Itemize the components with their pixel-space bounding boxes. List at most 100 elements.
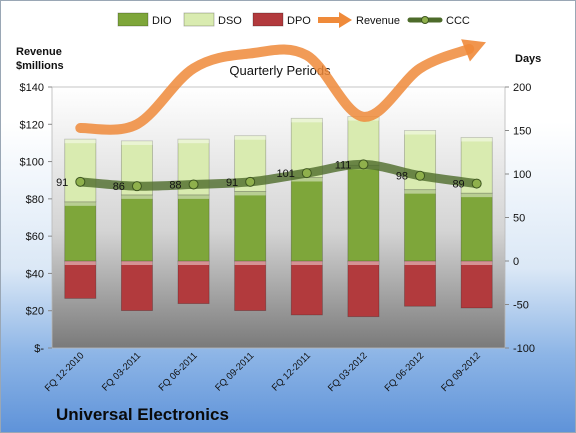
company-name: Universal Electronics — [56, 405, 229, 424]
dso-bar-highlight — [291, 118, 323, 123]
legend-swatch — [252, 12, 284, 27]
dso-bar-highlight — [461, 137, 493, 142]
dio-bar — [120, 194, 153, 262]
ccc-data-label: 111 — [335, 159, 352, 171]
ccc-point — [471, 178, 482, 189]
left-axis-tick-label: $60 — [26, 231, 44, 243]
ccc-data-label: 91 — [56, 177, 68, 189]
legend-label: DSO — [218, 15, 242, 27]
left-axis-title: Revenue — [16, 46, 62, 58]
ccc-data-label: 89 — [452, 179, 464, 191]
dio-bar-highlight — [177, 194, 210, 199]
dso-bar-fill — [347, 116, 380, 166]
ccc-point — [358, 159, 369, 170]
dpo-bar-fill — [177, 260, 210, 305]
category-label: FQ 03-2012 — [326, 350, 370, 394]
left-axis-title: $millions — [16, 60, 64, 72]
dio-bar-fill — [64, 201, 97, 262]
dpo-bar — [120, 260, 153, 311]
ccc-point — [188, 179, 199, 190]
ccc-point — [131, 181, 142, 192]
dio-bar — [290, 177, 323, 262]
dso-bar-fill — [64, 138, 97, 203]
dio-bar-fill — [234, 190, 267, 262]
dso-bar — [347, 116, 380, 166]
dio-bar-fill — [404, 189, 437, 262]
dio-bar — [347, 164, 380, 262]
category-label: FQ 12-2011 — [270, 350, 313, 393]
legend-swatch — [117, 12, 149, 27]
legend-label: Revenue — [356, 15, 400, 27]
ccc-data-label: 101 — [276, 168, 294, 180]
dpo-bar — [177, 260, 210, 305]
left-axis-tick-label: $100 — [20, 157, 44, 169]
dpo-bar-highlight — [177, 261, 210, 265]
dio-bar-highlight — [64, 201, 96, 206]
legend: DIO DSO DPO Revenue CCC — [117, 12, 470, 28]
legend-item-dso: DSO — [183, 12, 242, 27]
dpo-bar-highlight — [121, 261, 153, 265]
dio-bar-fill — [460, 192, 493, 262]
left-axis-tick-label: $- — [34, 343, 44, 355]
dso-bar-highlight — [234, 135, 266, 140]
ccc-point — [245, 176, 256, 187]
dio-bar — [460, 192, 493, 262]
right-axis-tick-label: 50 — [513, 213, 525, 225]
dso-bar-highlight — [64, 139, 96, 144]
dpo-bar-fill — [460, 260, 493, 309]
dio-bar-highlight — [234, 191, 266, 196]
dio-bar-fill — [120, 194, 153, 262]
left-axis-tick-label: $140 — [20, 82, 44, 94]
legend-swatch — [183, 12, 215, 27]
legend-label: DIO — [152, 15, 172, 27]
ccc-point — [415, 170, 426, 181]
ccc-data-label: 88 — [169, 179, 181, 191]
category-label: FQ 03-2011 — [100, 350, 143, 393]
dpo-bar — [290, 260, 323, 316]
legend-label: CCC — [446, 15, 470, 27]
ccc-data-label: 98 — [396, 171, 408, 183]
ccc-point — [301, 168, 312, 179]
dio-bar-fill — [347, 164, 380, 262]
dpo-bar-highlight — [291, 261, 323, 265]
right-axis-tick-label: -100 — [513, 343, 535, 355]
dpo-bar — [404, 260, 437, 307]
right-axis-tick-label: 150 — [513, 126, 531, 138]
dpo-bar — [234, 260, 267, 311]
dio-bar — [64, 201, 97, 262]
dio-bar — [234, 190, 267, 262]
dpo-bar — [347, 260, 380, 318]
category-label: FQ 09-2012 — [439, 350, 483, 394]
category-label: FQ 09-2011 — [213, 350, 256, 393]
dpo-bar-fill — [234, 260, 267, 311]
left-axis-tick-label: $40 — [26, 268, 44, 280]
dpo-bar-fill — [347, 260, 380, 318]
dio-bar-highlight — [121, 194, 153, 199]
legend-label: DPO — [287, 15, 311, 27]
legend-marker — [421, 16, 429, 24]
dpo-bar-fill — [404, 260, 437, 307]
dpo-bar-highlight — [234, 261, 266, 265]
legend-item-dio: DIO — [117, 12, 172, 27]
dio-bar — [404, 189, 437, 262]
legend-arrowhead — [339, 12, 352, 28]
category-label: FQ 06-2011 — [157, 350, 200, 393]
dpo-bar-highlight — [404, 261, 436, 265]
dpo-bar-fill — [64, 260, 97, 299]
dpo-bar-fill — [120, 260, 153, 311]
dio-bar-fill — [290, 177, 323, 262]
right-axis-title: Days — [515, 53, 541, 65]
legend-item-revenue: Revenue — [318, 12, 400, 28]
chart-title: Quarterly Periods — [229, 63, 331, 78]
dpo-bar-highlight — [461, 261, 493, 265]
dso-bar-highlight — [177, 139, 210, 144]
dpo-bar — [460, 260, 493, 309]
dpo-bar — [64, 260, 97, 299]
dpo-bar-highlight — [347, 261, 380, 265]
category-label: FQ 12-2010 — [43, 350, 87, 394]
left-axis-tick-label: $120 — [20, 119, 44, 131]
ccc-data-label: 91 — [226, 177, 238, 189]
right-axis-tick-label: 200 — [513, 82, 531, 94]
legend-item-ccc: CCC — [407, 15, 470, 27]
